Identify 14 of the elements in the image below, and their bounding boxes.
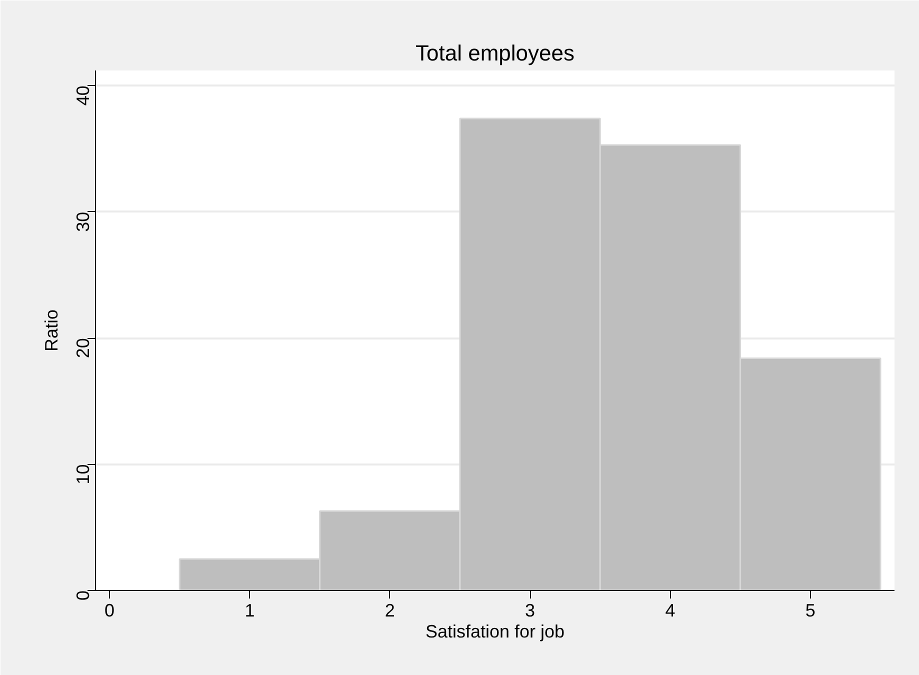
y-tick-label: 10 [73,464,93,484]
y-tick-label: 0 [73,590,93,601]
y-tick-label: 30 [73,212,93,232]
x-tick-label: 5 [805,600,816,620]
x-axis-title: Satisfation for job [425,622,565,642]
chart-title: Total employees [416,40,574,66]
y-axis-title: Ratio [42,309,62,352]
x-tick-label: 2 [384,600,395,620]
x-tick-label: 4 [665,600,676,620]
x-tick-label: 0 [104,600,115,620]
y-tick-label: 40 [73,86,93,106]
x-tick-label: 3 [525,600,536,620]
y-tick-label: 20 [73,338,93,358]
x-tick-label: 1 [244,600,255,620]
